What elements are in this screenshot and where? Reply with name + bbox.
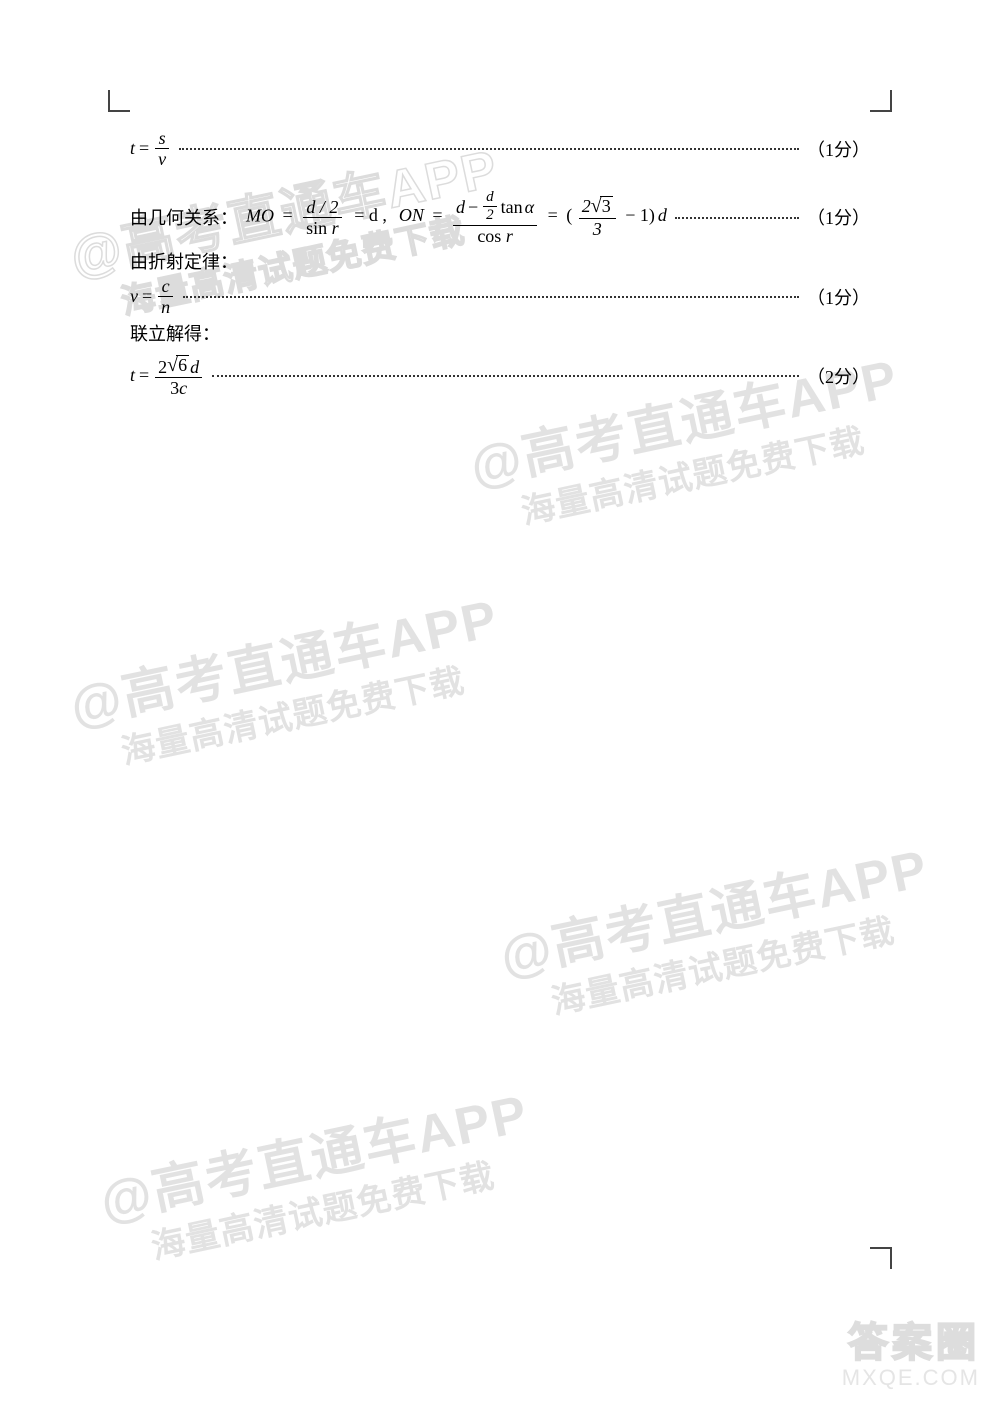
leader-dots	[212, 374, 799, 377]
eq-v-c-n: v = c n	[130, 276, 175, 317]
var-t: t	[130, 138, 135, 159]
eq-t-s-v: t = s v	[130, 128, 171, 169]
watermark-4: @高考直通车APP 海量高清试题免费下载	[492, 826, 943, 1032]
equation-line-4: v = c n （1分）	[130, 276, 870, 317]
watermark-3: @高考直通车APP 海量高清试题免费下载	[62, 576, 513, 782]
eq-t-result: t = 2 √6 d 3c	[130, 354, 204, 398]
score-3: （1分）	[807, 284, 870, 310]
text-line-solve: 联立解得：	[130, 320, 870, 346]
site-watermark-cn: 答案圈	[842, 1323, 980, 1363]
eq-sign: =	[139, 138, 149, 159]
frac-on-num: d− d 2 tanα cos r	[453, 188, 537, 246]
frac-c-n: c n	[158, 276, 173, 317]
site-watermark-en: MXQE.COM	[842, 1367, 980, 1389]
page-root: @高考直通车APP 海量高清试题免费下载 @高考直通车APP 海量高清试题免费下…	[0, 0, 1000, 1414]
score-4: （2分）	[807, 363, 870, 389]
equation-line-2: 由几何关系： MO = d / 2 sin r = d , ON = d−	[130, 188, 870, 246]
refraction-law-text: 由折射定律：	[130, 248, 238, 274]
frac-s-v: s v	[155, 128, 169, 169]
site-watermark: 答案圈 MXQE.COM	[842, 1323, 980, 1389]
score-2: （1分）	[807, 204, 870, 230]
equation-line-6: t = 2 √6 d 3c （2分）	[130, 354, 870, 398]
score-1: （1分）	[807, 136, 870, 162]
on-expr: ON = d− d 2 tanα cos r =	[399, 188, 667, 246]
solve-text: 联立解得：	[130, 320, 220, 346]
leader-dots	[179, 147, 799, 150]
equation-line-1: t = s v （1分）	[130, 128, 870, 169]
watermark-5: @高考直通车APP 海量高清试题免费下载	[92, 1071, 543, 1277]
leader-dots	[675, 216, 799, 219]
frac-d2-sinr: d / 2 sin r	[303, 197, 342, 238]
leader-dots	[183, 295, 799, 298]
frac-2sqrt3-3: 2√3 3	[579, 195, 616, 239]
geometry-relation: 由几何关系： MO = d / 2 sin r = d , ON = d−	[130, 188, 667, 246]
prefix-text: 由几何关系：	[130, 204, 238, 230]
text-line-refraction: 由折射定律：	[130, 248, 870, 274]
mo-expr: MO = d / 2 sin r = d ,	[246, 197, 393, 238]
frac-2sqrt6d-3c: 2 √6 d 3c	[155, 354, 202, 398]
